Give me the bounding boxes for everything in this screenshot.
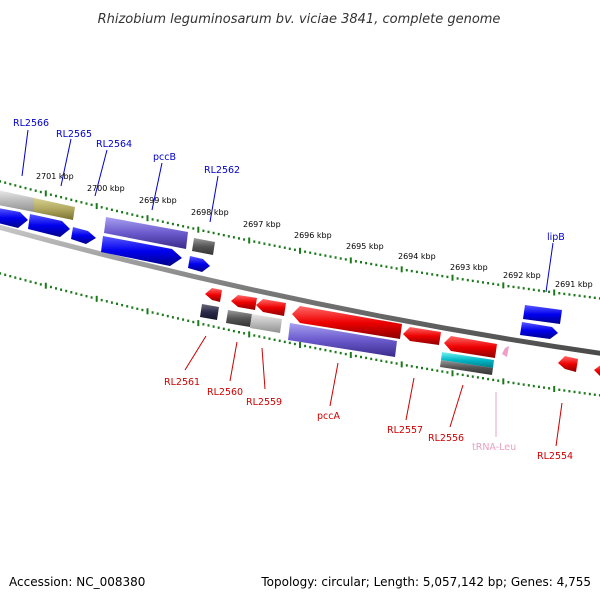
gene-label-trna-leu[interactable]: tRNA-Leu — [472, 442, 516, 453]
leader-line — [229, 341, 238, 382]
gene-label-rl2554[interactable]: RL2554 — [537, 451, 573, 462]
gene-feature[interactable] — [205, 288, 222, 302]
gene-label-rl2565[interactable]: RL2565 — [56, 129, 92, 140]
tick-label: 2694 kbp — [398, 252, 436, 261]
gene-feature[interactable] — [226, 310, 252, 327]
gene-feature[interactable] — [104, 217, 188, 249]
leader-line — [329, 362, 339, 407]
gene-feature[interactable] — [520, 322, 558, 339]
tick-label: 2695 kbp — [346, 242, 384, 251]
gene-feature[interactable] — [28, 214, 70, 237]
gene-feature[interactable] — [231, 295, 257, 310]
tick-label: 2698 kbp — [191, 208, 229, 217]
gene-label-rl2557[interactable]: RL2557 — [387, 425, 423, 436]
gene-label-pcca[interactable]: pccA — [317, 411, 340, 422]
gene-label-rl2566[interactable]: RL2566 — [13, 118, 49, 129]
tick-label: 2701 kbp — [36, 172, 74, 181]
gene-feature[interactable] — [71, 227, 96, 244]
forward-gene-labels: RL2566 RL2565 RL2564 pccB RL2562 lipB — [13, 118, 565, 293]
gene-label-lipb[interactable]: lipB — [547, 232, 565, 243]
accession-text: Accession: NC_008380 — [9, 575, 145, 589]
leader-line — [151, 162, 163, 211]
gene-feature[interactable] — [250, 314, 282, 333]
gene-feature[interactable] — [0, 208, 28, 228]
gene-feature[interactable] — [200, 304, 219, 320]
topology-text: Topology: circular; Length: 5,057,142 bp… — [260, 575, 591, 589]
gene-feature[interactable] — [101, 236, 182, 266]
gene-feature[interactable] — [0, 190, 34, 212]
tick-label: 2699 kbp — [139, 196, 177, 205]
gene-feature[interactable] — [34, 198, 75, 220]
reverse-genes — [200, 288, 600, 378]
leader-line — [405, 377, 415, 421]
tick-label: 2696 kbp — [294, 231, 332, 240]
forward-genes — [0, 190, 562, 339]
gene-label-rl2562[interactable]: RL2562 — [204, 165, 240, 176]
gene-feature[interactable] — [444, 336, 497, 358]
leader-line — [261, 347, 266, 390]
leader-line — [545, 242, 554, 293]
gene-label-rl2561[interactable]: RL2561 — [164, 377, 200, 388]
gene-label-rl2560[interactable]: RL2560 — [207, 387, 243, 398]
leader-line — [209, 175, 219, 223]
trna-feature[interactable] — [502, 346, 509, 357]
leader-line — [555, 402, 563, 447]
gene-label-rl2556[interactable]: RL2556 — [428, 433, 464, 444]
gene-feature[interactable] — [256, 299, 286, 316]
tick-label: 2697 kbp — [243, 220, 281, 229]
gene-feature[interactable] — [188, 256, 210, 272]
gene-feature[interactable] — [441, 352, 494, 368]
gene-feature[interactable] — [523, 305, 562, 324]
gene-feature[interactable] — [192, 238, 215, 255]
tick-label: 2692 kbp — [503, 271, 541, 280]
reverse-gene-labels: RL2561 RL2560 RL2559 pccA RL2557 RL2556 … — [164, 335, 573, 462]
leader-line — [21, 129, 29, 177]
gene-feature[interactable] — [403, 327, 441, 345]
gene-label-rl2564[interactable]: RL2564 — [96, 139, 132, 150]
leader-line — [449, 384, 464, 428]
gene-feature[interactable] — [292, 306, 402, 339]
gene-feature[interactable] — [558, 356, 578, 372]
gene-label-pccb[interactable]: pccB — [153, 152, 176, 163]
gene-feature[interactable] — [594, 364, 600, 378]
leader-line — [94, 149, 108, 197]
genome-title: Rhizobium leguminosarum bv. viciae 3841,… — [98, 12, 501, 27]
gene-feature[interactable] — [440, 360, 493, 375]
tick-labels: 2701 kbp 2700 kbp 2699 kbp 2698 kbp 2697… — [36, 172, 593, 289]
gene-feature[interactable] — [288, 323, 397, 357]
tick-label: 2700 kbp — [87, 184, 125, 193]
leader-line — [184, 335, 207, 371]
leader-line — [60, 138, 72, 187]
reverse-tick-row — [0, 272, 600, 397]
tick-label: 2693 kbp — [450, 263, 488, 272]
gene-label-rl2559[interactable]: RL2559 — [246, 397, 282, 408]
tick-label: 2691 kbp — [555, 280, 593, 289]
genome-backbone — [0, 224, 600, 356]
